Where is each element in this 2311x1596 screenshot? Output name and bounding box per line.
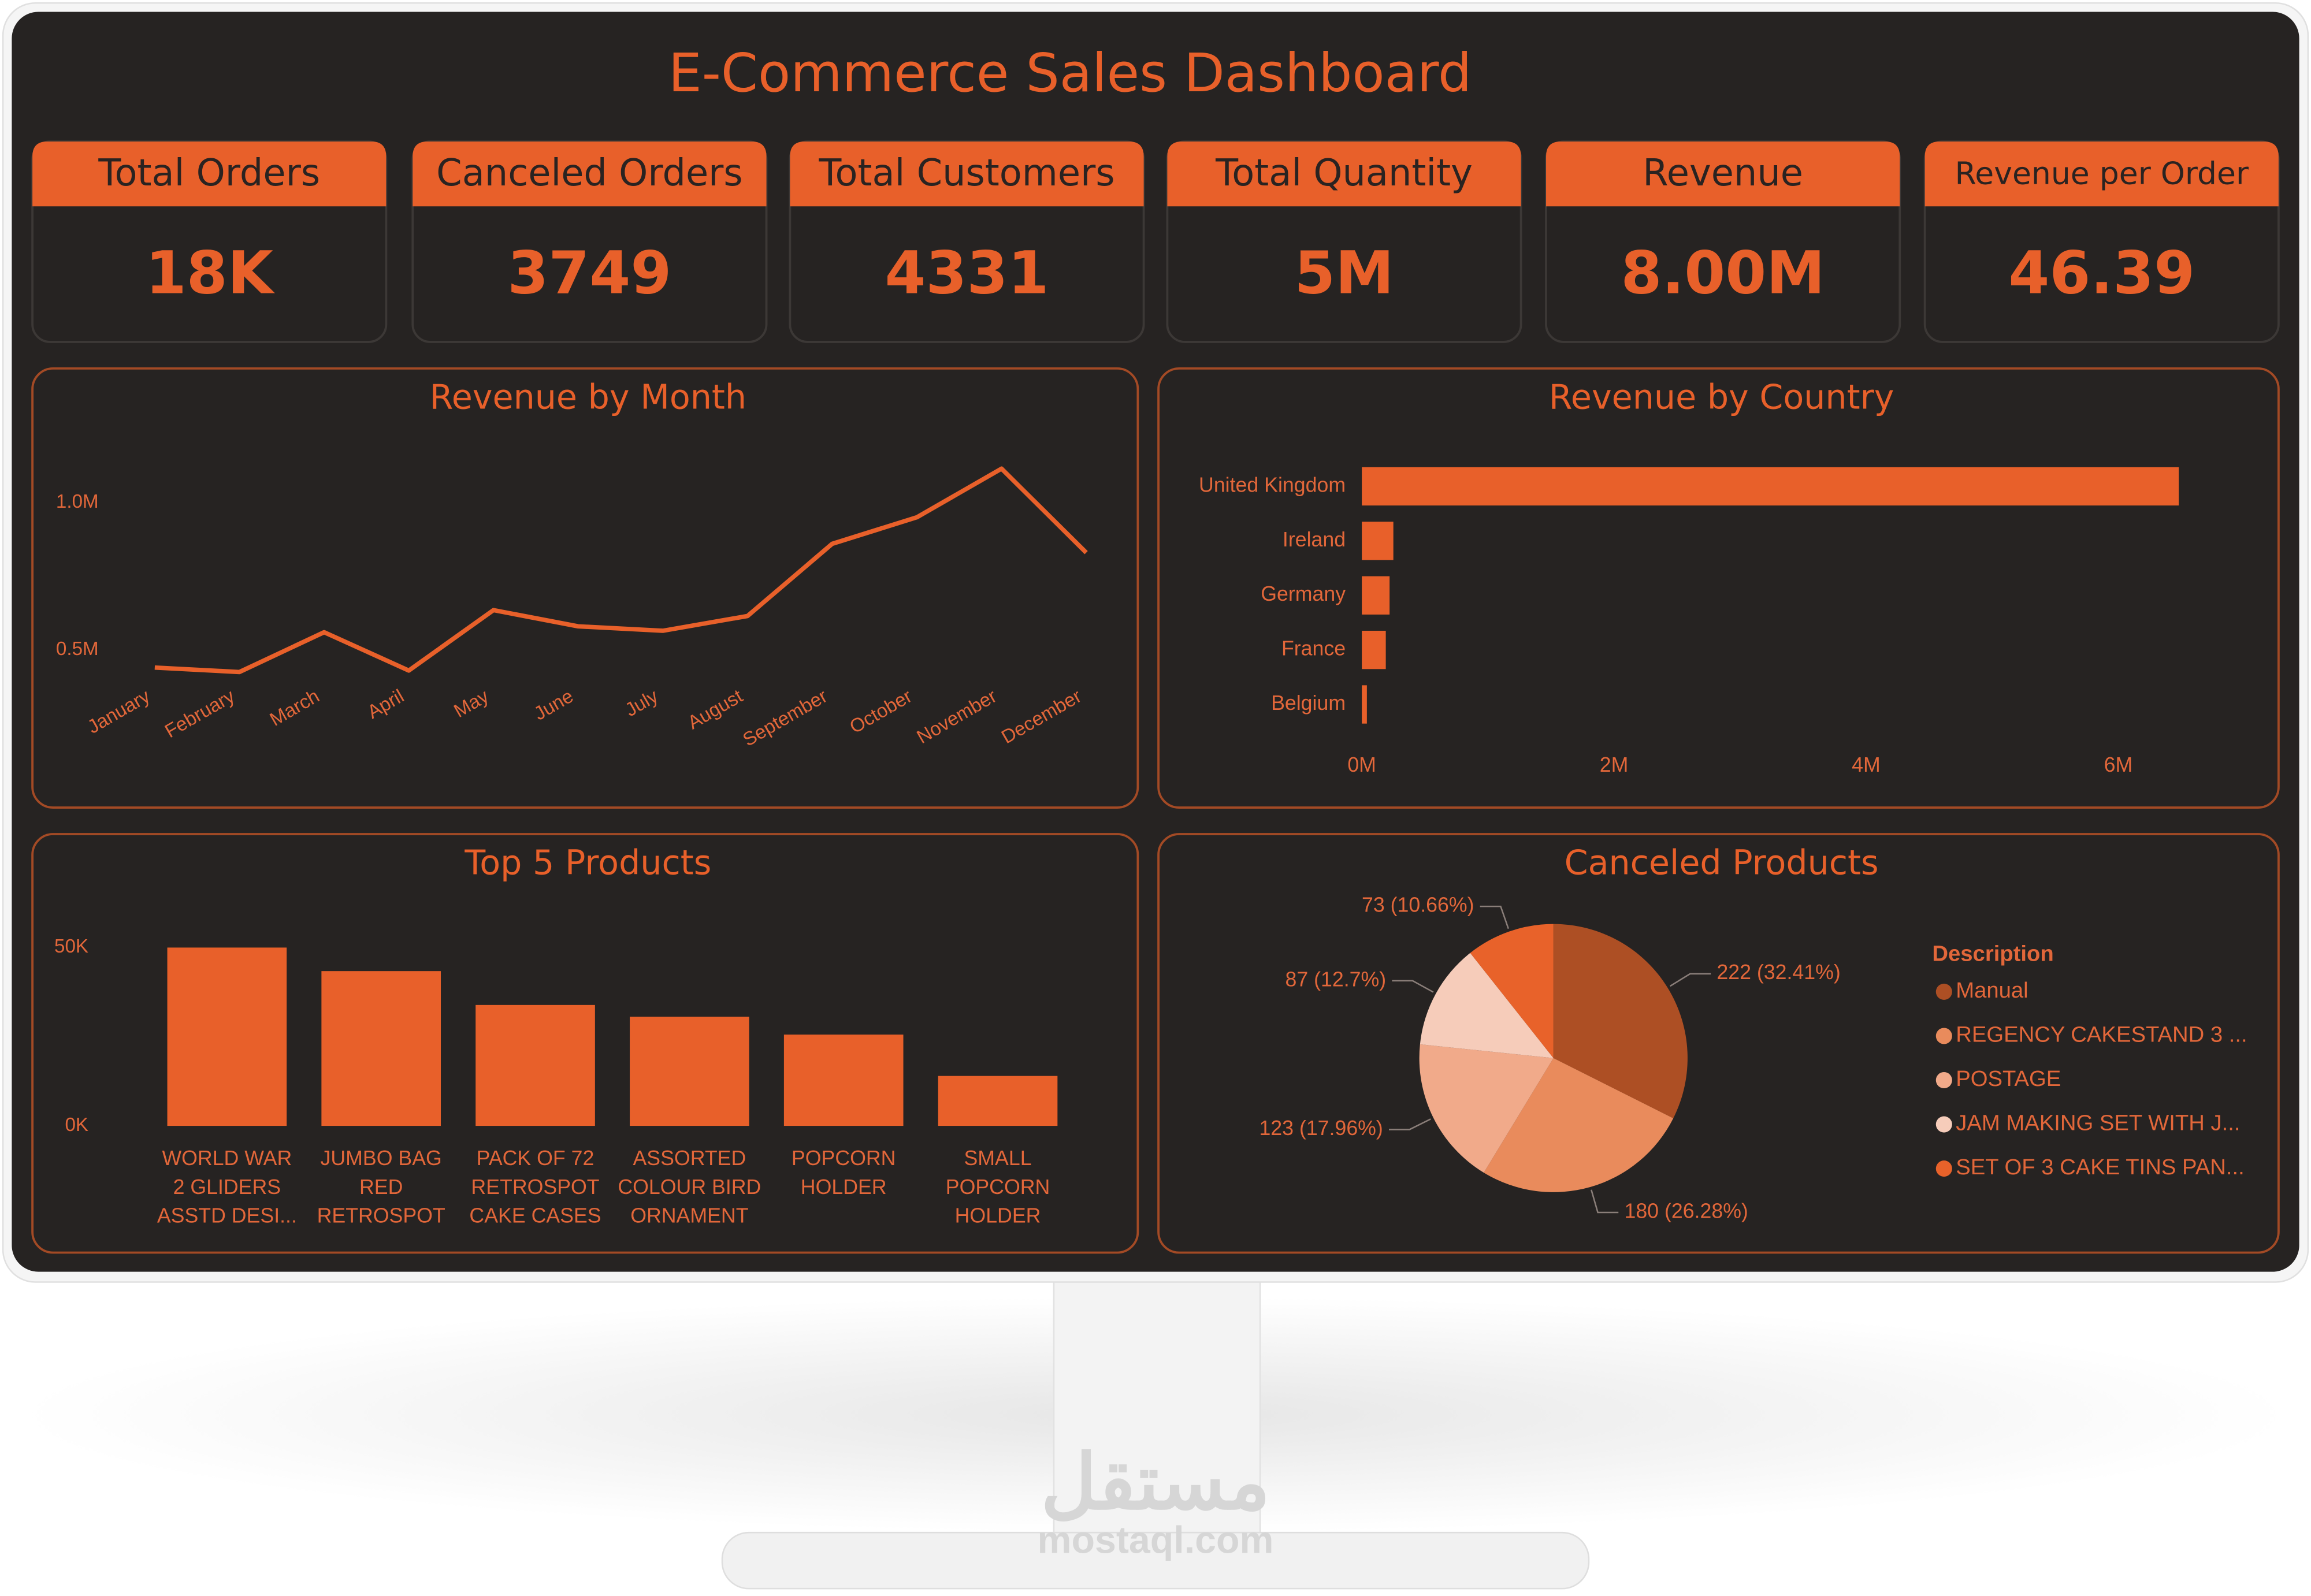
pie-slice bbox=[1420, 953, 1554, 1058]
kpi-header bbox=[1546, 142, 1900, 207]
x-tick-label: 0M bbox=[1347, 753, 1376, 776]
pie-slice bbox=[1419, 1044, 1554, 1173]
pie-slice bbox=[1553, 924, 1688, 1118]
legend-label: POSTAGE bbox=[1956, 1066, 2061, 1091]
kpi-label: Total Orders bbox=[98, 152, 320, 195]
y-tick-label: France bbox=[1281, 637, 1346, 660]
x-tick-label: WORLD WAR bbox=[162, 1147, 292, 1170]
legend-swatch bbox=[1935, 1116, 1952, 1133]
revenue-line bbox=[154, 466, 1088, 675]
legend-label: Manual bbox=[1956, 978, 2028, 1003]
x-tick-label: 4M bbox=[1852, 753, 1881, 776]
data-label: 73 (10.66%) bbox=[1362, 894, 1474, 917]
legend-label: JAM MAKING SET WITH J... bbox=[1956, 1111, 2240, 1136]
monitor-neck bbox=[1053, 1269, 1261, 1544]
kpi-header bbox=[1167, 142, 1521, 207]
leader-line bbox=[1392, 980, 1434, 993]
kpi-header bbox=[32, 142, 387, 207]
watermark-url: mostaql.com bbox=[1037, 1519, 1273, 1562]
kpi-value: 4331 bbox=[885, 239, 1049, 308]
chart-panel bbox=[31, 367, 1139, 809]
chart-title: Revenue by Month bbox=[430, 378, 747, 417]
bar bbox=[1362, 467, 2179, 506]
pie-slice bbox=[1470, 924, 1554, 1058]
x-tick-label: HOLDER bbox=[801, 1175, 887, 1199]
bar bbox=[475, 1005, 595, 1126]
kpi-value: 18K bbox=[146, 239, 276, 308]
legend-swatch bbox=[1935, 1072, 1952, 1089]
x-tick-label: ASSTD DESI... bbox=[157, 1204, 297, 1227]
kpi-header bbox=[790, 142, 1144, 207]
kpi-label: Total Quantity bbox=[1215, 152, 1473, 195]
x-tick-label: RETROSPOT bbox=[471, 1175, 599, 1199]
leader-line bbox=[1480, 905, 1510, 929]
chart-title: Canceled Products bbox=[1565, 843, 1879, 883]
chart-panel bbox=[1157, 833, 2280, 1254]
watermark-arabic: مستقل bbox=[1041, 1440, 1270, 1526]
kpi-label: Total Customers bbox=[818, 152, 1114, 195]
leader-line bbox=[1670, 973, 1711, 987]
chart-title: Revenue by Country bbox=[1549, 378, 1894, 417]
y-tick-label: 0K bbox=[65, 1114, 88, 1136]
legend-title: Description bbox=[1932, 941, 2053, 966]
kpi-label: Revenue bbox=[1643, 152, 1803, 195]
pie-slice bbox=[1484, 1058, 1674, 1192]
x-tick-label: 2 GLIDERS bbox=[173, 1175, 281, 1199]
x-tick-label: CAKE CASES bbox=[469, 1204, 601, 1227]
data-label: 123 (17.96%) bbox=[1259, 1117, 1383, 1140]
y-tick-label: Germany bbox=[1261, 582, 1346, 605]
legend-swatch bbox=[1935, 1028, 1952, 1044]
x-tick-label: POPCORN bbox=[792, 1147, 896, 1170]
legend-label: REGENCY CAKESTAND 3 ... bbox=[1956, 1022, 2247, 1047]
y-tick-label: 50K bbox=[54, 936, 88, 957]
x-tick-label: RETROSPOT bbox=[317, 1204, 445, 1227]
bar bbox=[783, 1035, 904, 1126]
x-tick-label: JUMBO BAG bbox=[321, 1147, 442, 1170]
data-label: 87 (12.7%) bbox=[1285, 968, 1386, 991]
x-tick-label: COLOUR BIRD bbox=[618, 1175, 761, 1199]
kpi-header bbox=[413, 142, 767, 207]
bar bbox=[1362, 630, 1386, 669]
kpi-header bbox=[1924, 142, 2279, 207]
x-tick-label: RED bbox=[359, 1175, 403, 1199]
bar bbox=[630, 1017, 749, 1126]
y-tick-label: Belgium bbox=[1271, 691, 1346, 715]
legend-swatch bbox=[1935, 1160, 1952, 1177]
x-tick-label: SMALL bbox=[964, 1147, 1031, 1170]
x-tick-label: ASSORTED bbox=[633, 1147, 746, 1170]
y-tick-label: 0.5M bbox=[56, 638, 99, 660]
x-tick-label: HOLDER bbox=[955, 1204, 1041, 1227]
bar bbox=[938, 1076, 1058, 1126]
legend-label: SET OF 3 CAKE TINS PAN... bbox=[1956, 1155, 2245, 1180]
x-tick-label: 6M bbox=[2104, 753, 2133, 776]
x-tick-label: 2M bbox=[1600, 753, 1629, 776]
bar bbox=[1362, 522, 1394, 560]
kpi-value: 46.39 bbox=[2008, 239, 2195, 308]
bar bbox=[1362, 685, 1367, 724]
monitor-base bbox=[721, 1531, 1590, 1590]
kpi-value: 5M bbox=[1294, 239, 1394, 308]
bar bbox=[167, 947, 287, 1126]
y-tick-label: 1.0M bbox=[56, 491, 99, 512]
x-tick-label: POPCORN bbox=[946, 1175, 1050, 1199]
dashboard: Total Orders 18K Canceled Orders 3749 Total … bbox=[31, 140, 2280, 1254]
legend-swatch bbox=[1935, 983, 1952, 1000]
kpi-label: Revenue per Order bbox=[1955, 155, 2249, 191]
chart-title: Top 5 Products bbox=[464, 843, 711, 883]
bar bbox=[1362, 576, 1390, 615]
kpi-value: 8.00M bbox=[1621, 239, 1825, 308]
leader-line bbox=[1591, 1189, 1619, 1214]
y-tick-label: United Kingdom bbox=[1199, 473, 1346, 496]
dashboard-title: E-Commerce Sales Dashboard bbox=[668, 42, 1472, 104]
data-label: 222 (32.41%) bbox=[1716, 961, 1840, 984]
kpi-label: Canceled Orders bbox=[436, 152, 742, 195]
y-tick-label: Ireland bbox=[1283, 528, 1346, 551]
x-tick-label: ORNAMENT bbox=[630, 1204, 748, 1227]
kpi-value: 3749 bbox=[507, 239, 671, 308]
data-label: 180 (26.28%) bbox=[1624, 1199, 1748, 1222]
x-tick-label: PACK OF 72 bbox=[477, 1147, 595, 1170]
bar bbox=[321, 971, 441, 1126]
leader-line bbox=[1389, 1118, 1431, 1130]
